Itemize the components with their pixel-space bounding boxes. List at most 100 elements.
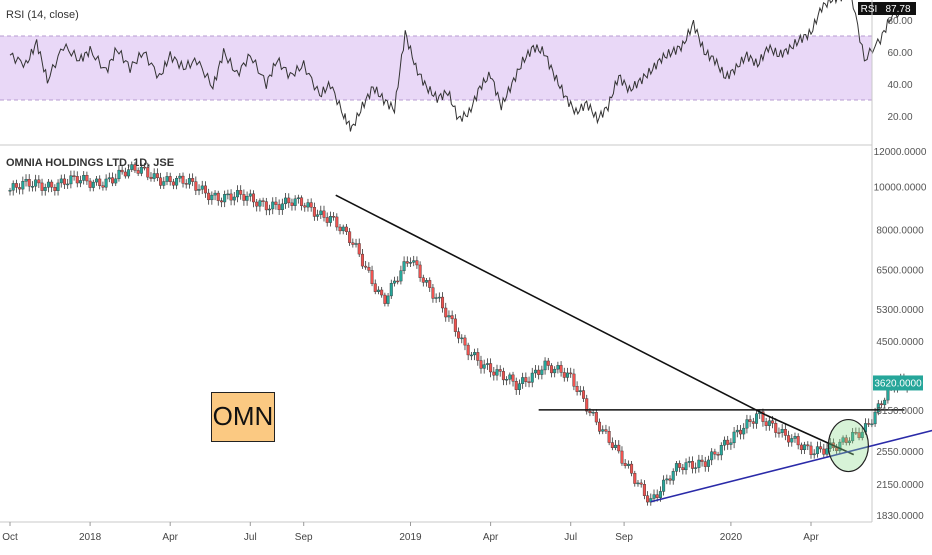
candle-body	[239, 190, 243, 195]
candle-body	[706, 459, 710, 467]
candle-body	[62, 178, 66, 185]
candle-body	[56, 182, 60, 191]
candle-body	[351, 242, 355, 245]
candle-body	[226, 193, 230, 196]
candle-body	[674, 463, 678, 472]
candle-body	[767, 420, 771, 426]
rsi-line	[9, 0, 911, 132]
candle-body	[726, 439, 730, 445]
candle-body	[825, 448, 829, 455]
candle-body	[24, 179, 28, 182]
candle-body	[527, 381, 531, 383]
candle-body	[306, 202, 310, 208]
candle-body	[348, 231, 352, 243]
candle-body	[332, 216, 336, 218]
candle-body	[780, 429, 784, 433]
candle-body	[101, 185, 105, 188]
candle-body	[815, 446, 819, 455]
candle-body	[444, 307, 448, 318]
candle-body	[495, 369, 499, 376]
candle-body	[559, 365, 563, 373]
candle-body	[633, 473, 637, 484]
candle-body	[585, 398, 589, 412]
candle-body	[114, 178, 118, 184]
candle-body	[37, 179, 41, 184]
candle-body	[751, 421, 755, 424]
candle-body	[521, 377, 525, 384]
candle-body	[790, 438, 794, 443]
candle-body	[69, 175, 73, 185]
candle-body	[98, 178, 102, 186]
time-axis-ticks: Oct 2018 Apr Jul Sep 2019 Apr Jul Sep 2020 Apr	[2, 522, 819, 543]
candle-body	[565, 372, 569, 378]
candle-body	[21, 181, 25, 190]
candle-body	[59, 178, 63, 184]
candle-body	[354, 243, 358, 245]
candle-body	[405, 261, 409, 264]
candle-body	[549, 365, 553, 374]
time-tick-label: Apr	[803, 532, 819, 543]
candle-body	[95, 178, 99, 183]
candle-body	[479, 360, 483, 369]
candle-body	[82, 175, 86, 181]
candle-body	[274, 201, 278, 205]
candle-body	[242, 194, 246, 201]
candle-body	[360, 253, 364, 267]
candle-body	[793, 436, 797, 439]
candle-body	[578, 390, 582, 392]
candle-body	[216, 192, 220, 201]
candle-body	[716, 454, 720, 456]
candle-body	[607, 431, 611, 443]
candle-body	[553, 368, 557, 374]
candle-body	[787, 435, 791, 443]
candle-body	[277, 204, 281, 211]
candle-body	[460, 337, 464, 340]
candle-body	[630, 463, 634, 474]
candle-body	[88, 180, 92, 188]
candle-body	[703, 461, 707, 467]
candle-body	[614, 444, 618, 448]
rsi-title: RSI (14, close)	[6, 9, 79, 21]
candle-body	[505, 379, 509, 381]
candle-body	[245, 196, 249, 201]
candle-body	[370, 270, 374, 284]
candle-body	[78, 180, 82, 184]
candle-body	[511, 374, 515, 382]
candle-body	[194, 181, 198, 191]
candle-body	[485, 363, 489, 365]
candle-body	[803, 444, 807, 451]
candle-body	[197, 189, 201, 191]
candle-body	[783, 429, 787, 436]
candle-body	[639, 482, 643, 485]
candle-body	[402, 261, 406, 271]
candle-body	[338, 226, 342, 232]
candle-body	[847, 440, 851, 443]
candle-body	[652, 494, 656, 499]
candle-body	[431, 287, 435, 299]
candle-body	[389, 283, 393, 297]
candle-body	[466, 344, 470, 356]
candle-body	[530, 372, 534, 383]
candle-body	[876, 403, 880, 413]
candle-body	[819, 446, 823, 450]
candle-body	[127, 169, 131, 177]
candle-body	[53, 186, 57, 191]
rsi-axis-ticks: 80.00 60.00 40.00 20.00	[887, 16, 912, 123]
candle-body	[482, 364, 486, 369]
candle-body	[223, 194, 227, 203]
candle-body	[684, 462, 688, 471]
price-tick-label: 2150.0000	[876, 480, 924, 491]
candle-body	[207, 192, 211, 201]
candle-body	[46, 181, 50, 188]
candle-body	[8, 189, 12, 192]
candle-body	[149, 176, 153, 179]
candle-body	[184, 183, 188, 185]
candle-body	[694, 467, 698, 469]
candle-body	[30, 186, 34, 188]
candle-body	[524, 377, 528, 382]
candle-body	[771, 420, 775, 424]
candle-body	[646, 495, 650, 503]
candle-body	[748, 419, 752, 422]
candle-body	[191, 178, 195, 182]
